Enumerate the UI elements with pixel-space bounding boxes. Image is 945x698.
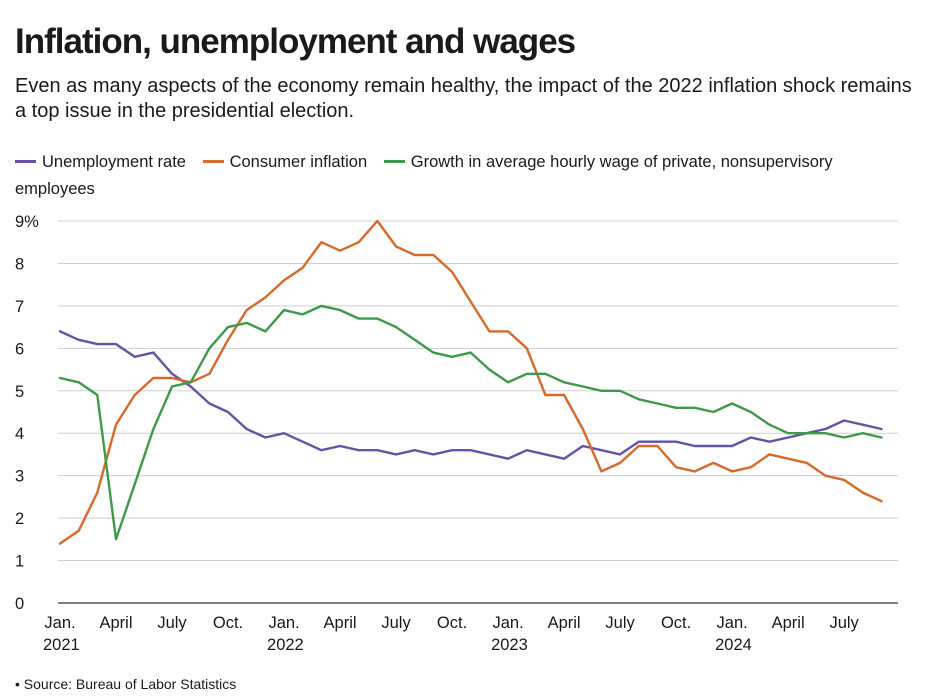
y-tick-label-3: 3	[15, 468, 24, 486]
y-tick-label-7: 7	[15, 298, 24, 316]
x-tick-label-8: Jan.	[492, 614, 523, 632]
legend-item-wages: Growth in average hourly wage of private…	[15, 153, 833, 198]
series-line-inflation	[58, 219, 883, 545]
legend-item-inflation: Consumer inflation	[202, 153, 368, 171]
x-tick-label-9: April	[548, 614, 581, 632]
x-tick-year-12: 2024	[715, 636, 752, 654]
y-tick-label-2: 2	[15, 510, 24, 528]
legend-swatch-wages	[383, 160, 405, 164]
x-tick-label-4: Jan.	[268, 614, 299, 632]
x-tick-year-0: 2021	[43, 636, 80, 654]
x-tick-label-14: July	[829, 614, 859, 632]
legend-item-unemployment: Unemployment rate	[15, 153, 186, 171]
y-tick-label-4: 4	[15, 425, 24, 443]
source-note: • Source: Bureau of Labor Statistics	[15, 676, 237, 692]
legend-label-inflation: Consumer inflation	[229, 153, 368, 171]
x-tick-label-0: Jan.	[44, 614, 75, 632]
legend-label-unemployment: Unemployment rate	[42, 153, 186, 171]
x-tick-label-10: July	[605, 614, 635, 632]
y-tick-label-6: 6	[15, 340, 24, 358]
chart-subtitle: Even as many aspects of the economy rema…	[15, 75, 912, 122]
x-tick-label-11: Oct.	[661, 614, 691, 632]
x-tick-label-12: Jan.	[717, 614, 748, 632]
x-tick-year-4: 2022	[267, 636, 304, 654]
legend-swatch-unemployment	[15, 160, 36, 164]
y-tick-label-5: 5	[15, 383, 24, 401]
legend-label-wages: Growth in average hourly wage of private…	[15, 153, 833, 198]
x-tick-label-5: April	[324, 614, 357, 632]
x-tick-label-7: Oct.	[437, 614, 467, 632]
series-line-wages	[58, 304, 883, 541]
x-tick-year-8: 2023	[491, 636, 528, 654]
chart-title: Inflation, unemployment and wages	[15, 22, 576, 61]
x-tick-label-2: July	[157, 614, 187, 632]
x-tick-label-3: Oct.	[213, 614, 243, 632]
x-tick-label-1: April	[100, 614, 133, 632]
y-tick-label-8: 8	[15, 255, 24, 273]
y-tick-label-0: 0	[15, 595, 24, 613]
source-text: Source: Bureau of Labor Statistics	[23, 676, 237, 692]
y-tick-label-9: 9%	[15, 213, 39, 231]
x-tick-label-13: April	[772, 614, 805, 632]
x-tick-label-6: July	[381, 614, 411, 632]
y-tick-label-1: 1	[15, 553, 24, 571]
series-line-unemployment	[58, 330, 883, 460]
legend-swatch-inflation	[202, 160, 224, 164]
legend: Unemployment rate Consumer inflation Gro…	[15, 149, 915, 203]
